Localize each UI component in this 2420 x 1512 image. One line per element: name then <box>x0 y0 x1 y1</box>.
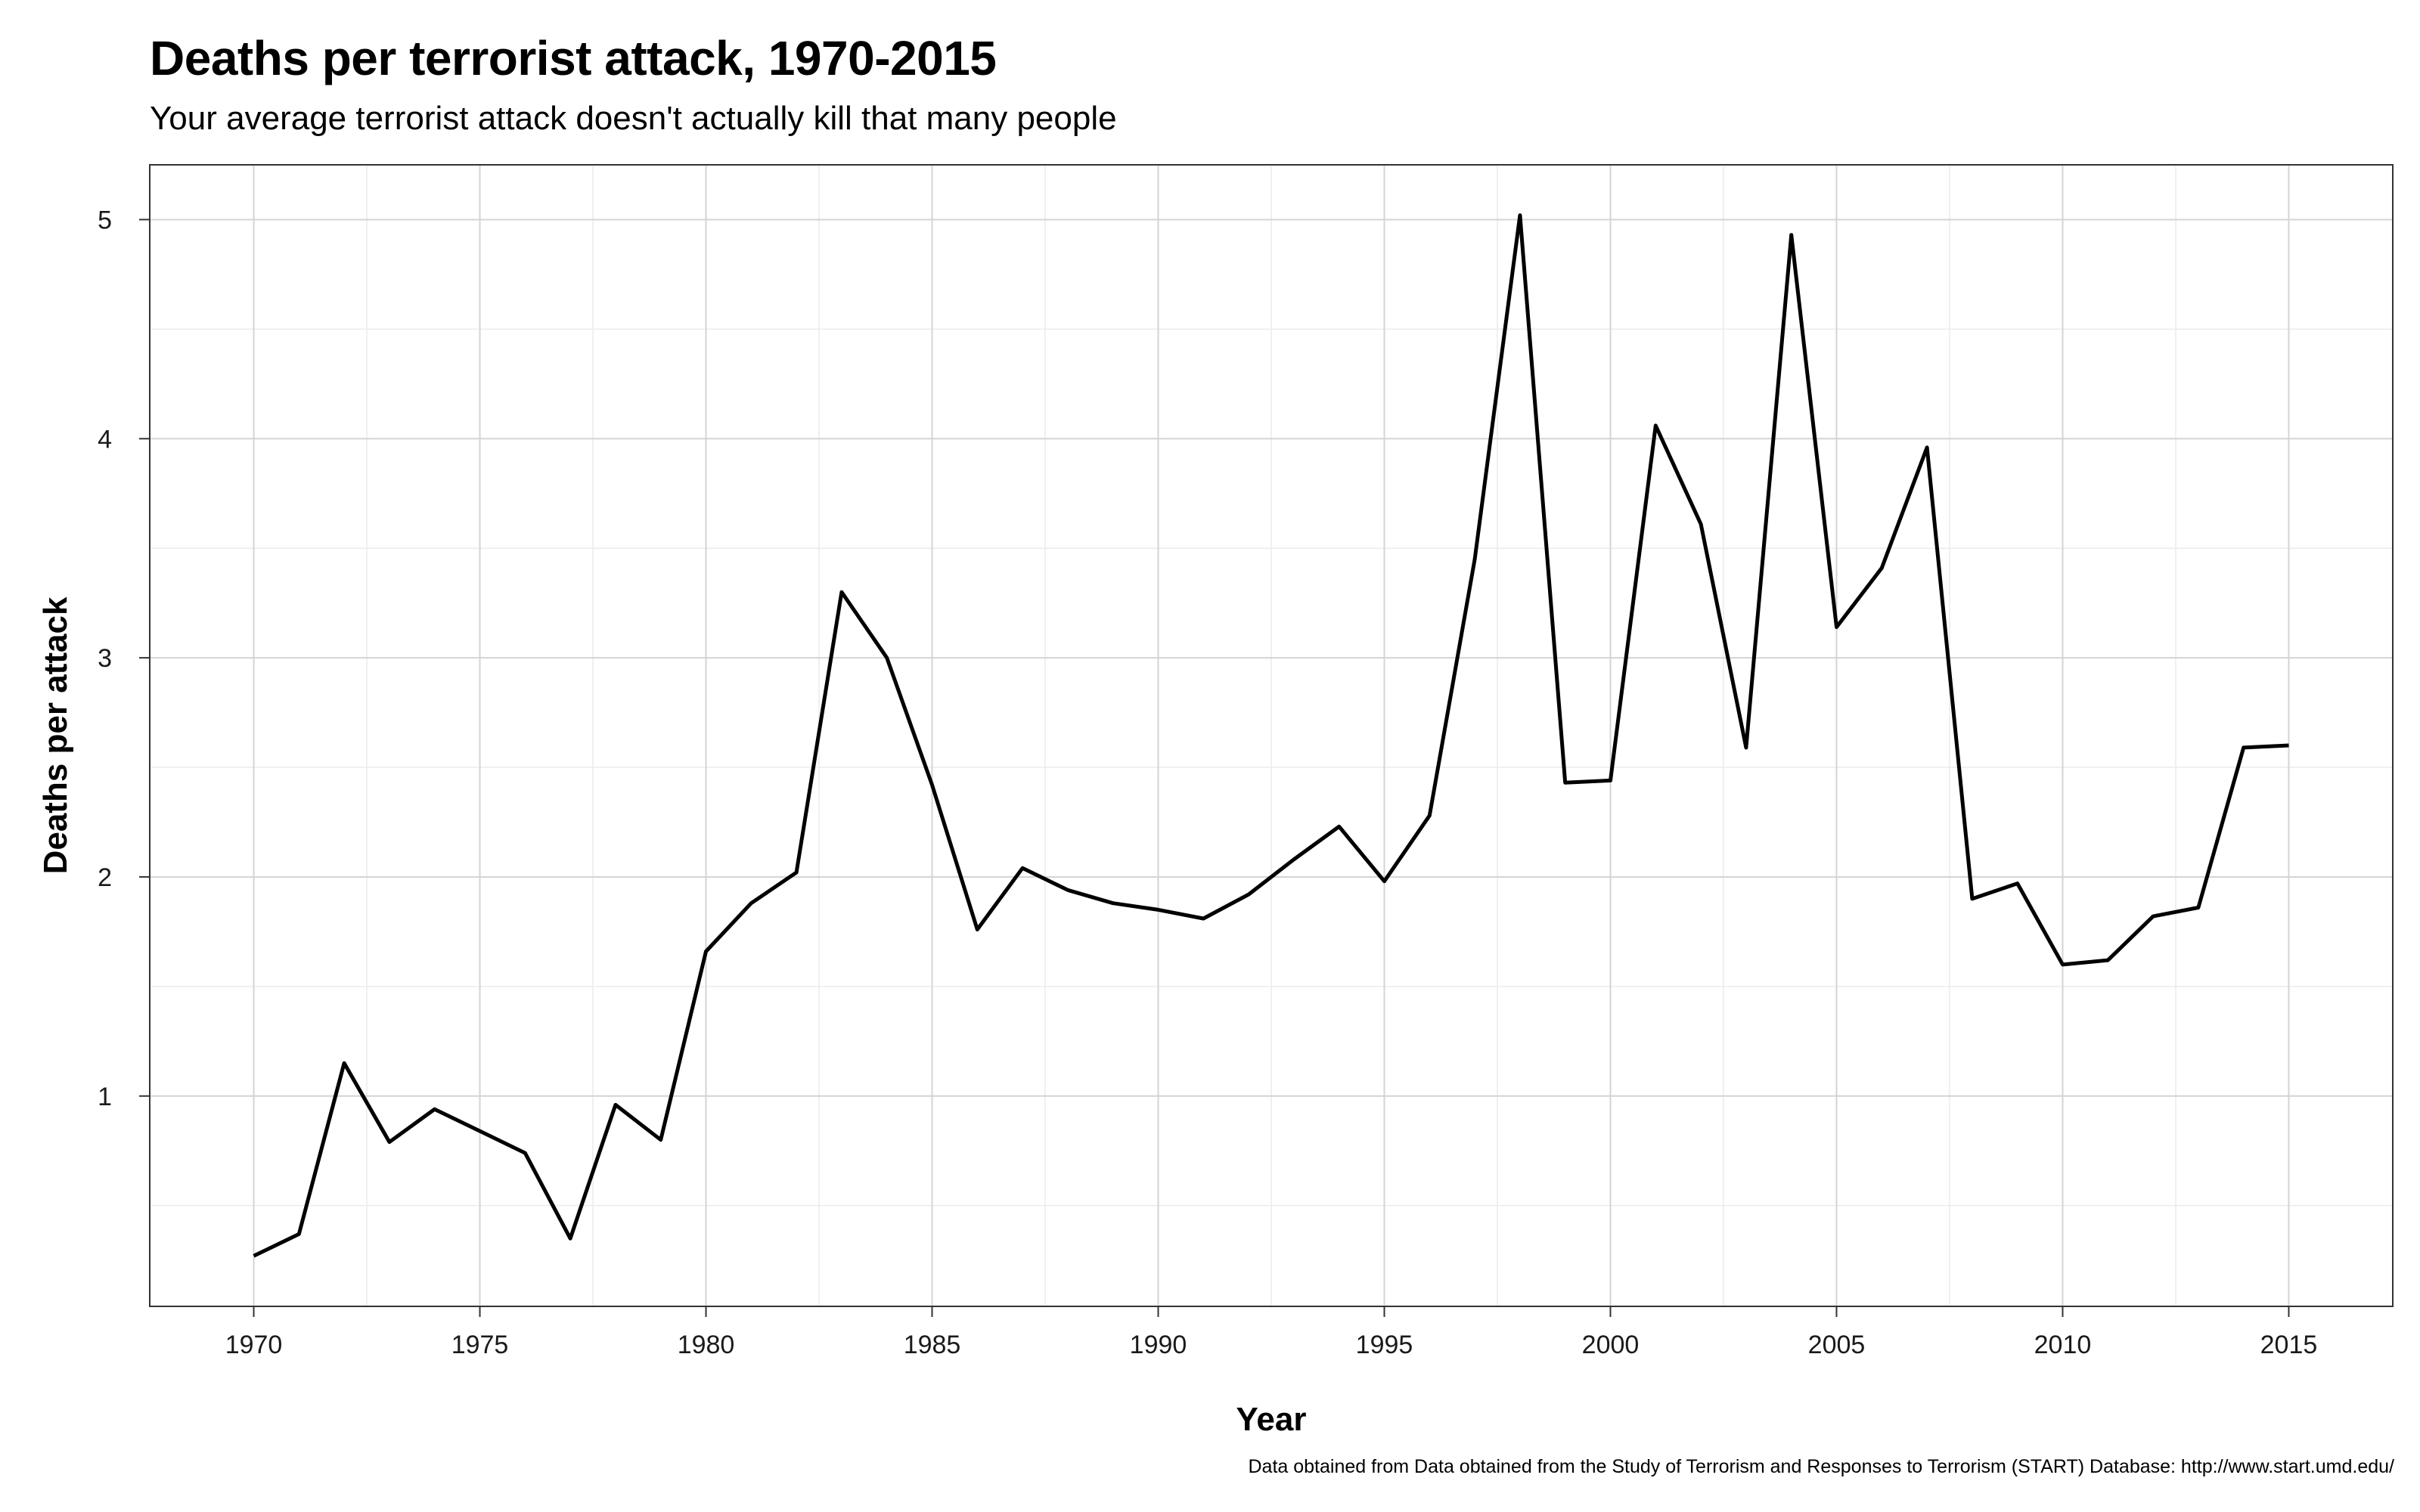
data-point <box>794 870 799 875</box>
data-point <box>1563 780 1568 785</box>
data-point <box>1653 423 1658 428</box>
major-grid <box>150 165 2393 1306</box>
data-point <box>1879 565 1884 570</box>
data-point <box>2196 906 2201 910</box>
data-point <box>1292 857 1296 862</box>
data-point <box>975 927 979 931</box>
data-point <box>885 655 889 660</box>
data-point <box>1111 901 1115 906</box>
y-tick-label: 2 <box>98 863 112 892</box>
data-point <box>523 1151 527 1155</box>
data-point <box>749 901 753 906</box>
data-point <box>1744 745 1748 750</box>
data-point <box>252 1253 256 1258</box>
data-point <box>659 1138 663 1142</box>
chart-title: Deaths per terrorist attack, 1970-2015 <box>150 31 997 85</box>
data-point <box>342 1061 346 1065</box>
x-tick-labels: 1970 1975 1980 1985 1990 1995 2000 2005 2010 2015 <box>225 1331 2318 1359</box>
data-point <box>1699 522 1703 526</box>
data-point <box>1925 445 1929 450</box>
y-tick-label: 1 <box>98 1083 112 1111</box>
data-point <box>1156 907 1161 912</box>
data-point <box>1834 625 1838 630</box>
minor-grid <box>150 165 2393 1306</box>
data-point <box>2242 745 2246 750</box>
y-axis-label: Deaths per attack <box>37 596 74 874</box>
x-axis-label: Year <box>1236 1401 1307 1438</box>
data-point <box>930 782 935 787</box>
y-tick-label: 4 <box>98 425 112 454</box>
y-tick-labels: 1 2 3 4 5 <box>98 206 112 1111</box>
data-point <box>1427 813 1432 818</box>
data-point <box>1066 888 1070 892</box>
data-point <box>1789 233 1794 237</box>
data-point <box>296 1232 301 1236</box>
x-tick-label: 1975 <box>451 1331 509 1359</box>
series-line <box>253 213 2289 1258</box>
data-source-caption: Data obtained from Data obtained from th… <box>1248 1456 2394 1477</box>
x-tick-label: 2015 <box>2260 1331 2318 1359</box>
data-point <box>568 1236 572 1241</box>
chart-subtitle: Your average terrorist attack doesn't ac… <box>150 100 1117 137</box>
data-point <box>2015 881 2020 886</box>
axis-ticks <box>139 218 2290 1317</box>
plot-panel-border <box>149 164 2394 1307</box>
x-tick-label: 2005 <box>1808 1331 1866 1359</box>
y-tick-label: 5 <box>98 206 112 234</box>
data-point <box>2286 743 2291 748</box>
x-tick-label: 1985 <box>904 1331 961 1359</box>
data-point <box>839 590 844 594</box>
data-point <box>478 1129 482 1133</box>
data-point <box>1246 892 1251 897</box>
x-tick-label: 1980 <box>678 1331 735 1359</box>
data-point <box>2060 962 2065 967</box>
data-point <box>2105 958 2110 962</box>
y-tick-label: 3 <box>98 644 112 673</box>
data-point <box>1020 866 1025 870</box>
x-tick-label: 2010 <box>2034 1331 2092 1359</box>
data-point <box>1382 879 1386 884</box>
data-point <box>433 1107 437 1111</box>
data-point <box>2151 914 2155 919</box>
data-point <box>704 949 709 953</box>
x-tick-label: 1970 <box>225 1331 283 1359</box>
data-point <box>1518 213 1522 218</box>
data-point <box>613 1102 618 1107</box>
data-point <box>1337 824 1342 829</box>
data-point <box>1472 557 1477 562</box>
x-tick-label: 1995 <box>1356 1331 1413 1359</box>
x-tick-label: 1990 <box>1130 1331 1187 1359</box>
data-point <box>1970 897 1975 901</box>
data-point <box>1201 916 1205 921</box>
x-tick-label: 2000 <box>1582 1331 1640 1359</box>
data-point <box>387 1140 392 1145</box>
data-point <box>1608 778 1612 782</box>
